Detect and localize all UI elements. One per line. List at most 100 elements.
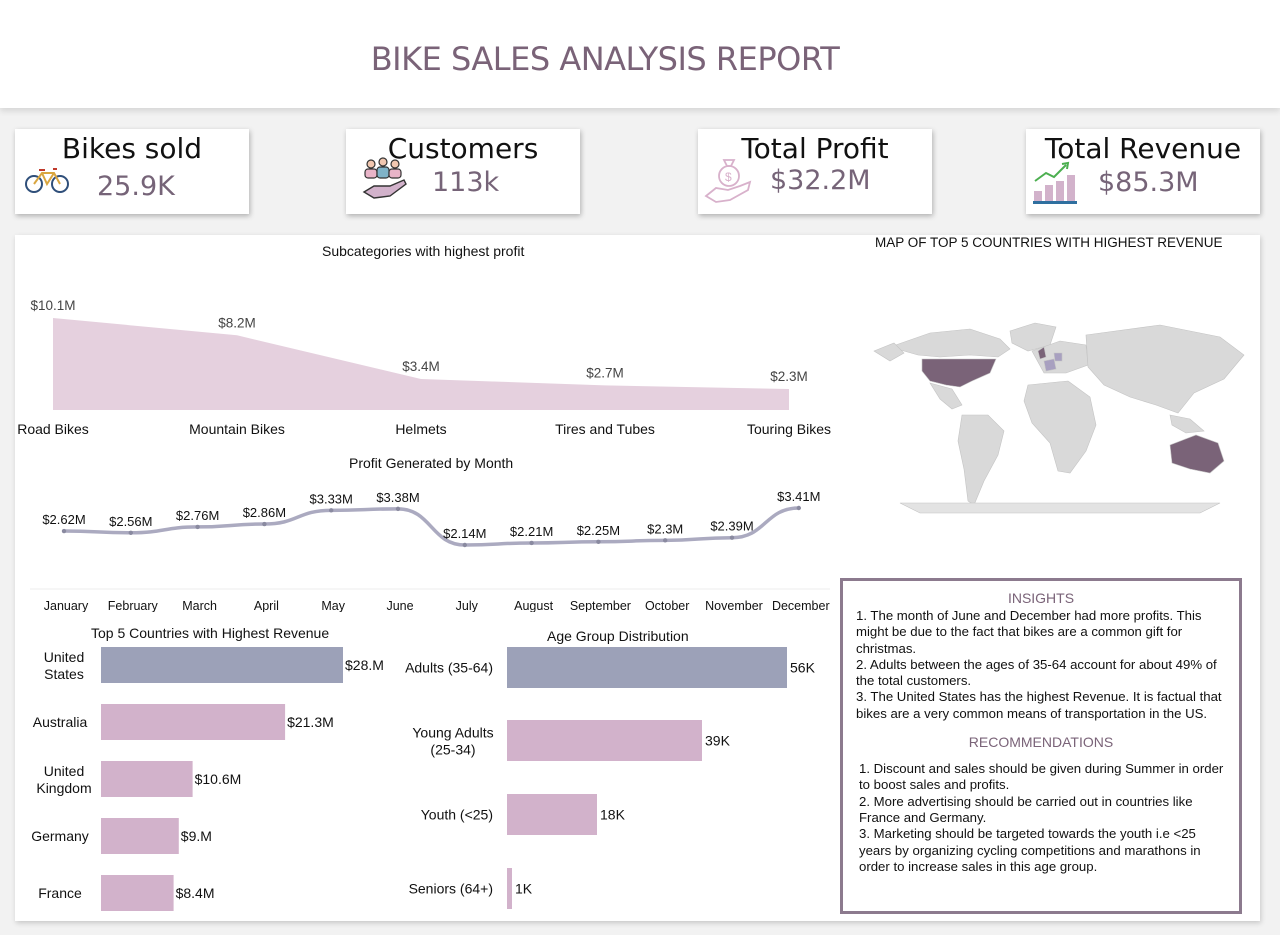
month-label: November xyxy=(705,599,763,612)
svg-text:$: $ xyxy=(725,170,732,184)
line-point[interactable] xyxy=(329,508,334,513)
kpi-value: 25.9K xyxy=(97,171,175,202)
kpi-label: Bikes sold xyxy=(61,132,203,165)
country-bar[interactable] xyxy=(101,818,179,854)
report-title: BIKE SALES ANALYSIS REPORT xyxy=(370,40,840,78)
recommendations-heading: RECOMMENDATIONS xyxy=(968,734,1114,751)
growth-coins-icon xyxy=(1033,161,1077,204)
kpi-value: $85.3M xyxy=(1098,167,1199,198)
line-point[interactable] xyxy=(462,542,467,548)
map-africa xyxy=(1023,380,1097,474)
category-label: Young Adults (25-34) xyxy=(412,725,493,758)
data-label: 1K xyxy=(515,881,533,897)
category-label: Tires and Tubes xyxy=(555,421,655,437)
age-bar[interactable] xyxy=(507,868,512,909)
age-bar[interactable] xyxy=(507,720,702,761)
age-bar[interactable] xyxy=(507,647,787,688)
kpi-card-total-revenue: Total Revenue $85.3M xyxy=(1026,129,1260,214)
data-label: $2.56M xyxy=(109,514,152,529)
line-point[interactable] xyxy=(128,530,133,535)
line-point[interactable] xyxy=(395,506,401,512)
data-label: $2.62M xyxy=(42,512,85,527)
category-label: Mountain Bikes xyxy=(189,421,285,437)
map-asia xyxy=(1085,324,1245,414)
report-header: BIKE SALES ANALYSIS REPORT xyxy=(0,0,1280,108)
kpi-value: 113k xyxy=(432,167,500,198)
kpi-card-total-profit: Total Profit $ $32.2M xyxy=(698,129,932,214)
category-label: Germany xyxy=(31,828,89,844)
bicycle-icon xyxy=(25,168,69,193)
map-canada xyxy=(889,328,1011,358)
line-point[interactable] xyxy=(729,535,735,540)
map-antarctica xyxy=(899,502,1221,514)
age-bar[interactable] xyxy=(507,794,597,835)
data-label: $8.4M xyxy=(176,885,215,901)
kpi-card-customers: Customers 113k xyxy=(346,129,580,214)
map-germany[interactable] xyxy=(1053,352,1063,362)
line-point[interactable] xyxy=(529,540,534,546)
map-australia[interactable] xyxy=(1169,434,1225,474)
country-bar[interactable] xyxy=(101,647,343,683)
data-label: $2.25M xyxy=(577,523,620,538)
line-point[interactable] xyxy=(195,524,200,530)
area-series[interactable] xyxy=(53,318,789,410)
kpi-label: Customers xyxy=(387,132,539,165)
monthly-profit-chart: $2.62M January $2.56M February $2.76M March $2… xyxy=(30,490,830,612)
data-label: $3.33M xyxy=(310,491,353,506)
month-label: May xyxy=(321,599,345,612)
data-label: $21.3M xyxy=(287,714,334,730)
month-label: June xyxy=(386,599,413,612)
age-group-chart: 56K Adults (35-64) 39K Young Adults (25-34) 1… xyxy=(405,647,816,909)
month-label: July xyxy=(456,599,479,612)
category-label: Adults (35-64) xyxy=(405,660,493,676)
map-united-states[interactable] xyxy=(921,358,997,388)
customers-hand-icon xyxy=(362,157,407,199)
insights-text: 1. The month of June and December had mo… xyxy=(856,608,1222,721)
data-label: $2.3M xyxy=(647,521,683,536)
data-label: 18K xyxy=(600,807,626,823)
month-label: September xyxy=(570,599,631,612)
kpi-card-bikes-sold: Bikes sold 25.9K xyxy=(15,129,249,214)
line-point[interactable] xyxy=(796,505,801,511)
data-label: $9.M xyxy=(181,828,212,844)
map-mexico xyxy=(929,382,963,410)
month-label: April xyxy=(254,599,279,612)
month-label: October xyxy=(645,599,689,612)
recommendations-text: 1. Discount and sales should be given du… xyxy=(859,761,1224,874)
category-label: Youth (<25) xyxy=(421,807,493,823)
insights-box: INSIGHTS 1. The month of June and Decemb… xyxy=(840,578,1242,914)
subcategory-profit-chart: $10.1M Road Bikes $8.2M Mountain Bikes $3.4M… xyxy=(17,298,831,437)
country-bar[interactable] xyxy=(101,704,286,740)
line-point[interactable] xyxy=(596,539,601,544)
data-label: $2.86M xyxy=(243,505,286,520)
world-map[interactable] xyxy=(860,255,1258,575)
data-label: $28.M xyxy=(345,657,384,673)
kpi-label: Total Revenue xyxy=(1044,132,1242,165)
map-united-kingdom[interactable] xyxy=(1037,346,1047,360)
line-series[interactable] xyxy=(63,506,799,547)
kpi-value: $32.2M xyxy=(770,165,871,196)
chart-title-subcategories: Subcategories with highest profit xyxy=(322,243,525,259)
map-title: MAP OF TOP 5 COUNTRIES WITH HIGHEST REVE… xyxy=(875,235,1223,250)
data-label: $10.6M xyxy=(195,771,242,787)
map-france[interactable] xyxy=(1043,358,1057,372)
country-bar[interactable] xyxy=(101,875,174,911)
data-label: $2.39M xyxy=(710,519,753,534)
line-point[interactable] xyxy=(61,528,67,534)
map-alaska xyxy=(873,342,905,362)
category-label: France xyxy=(38,885,82,901)
category-label: Helmets xyxy=(395,421,446,437)
line-point[interactable] xyxy=(663,538,668,543)
country-bar[interactable] xyxy=(101,761,193,797)
data-label: 39K xyxy=(705,733,731,749)
data-label: $2.3M xyxy=(770,369,808,384)
line-point[interactable] xyxy=(262,521,267,527)
data-label: $3.41M xyxy=(777,490,820,504)
month-label: February xyxy=(108,599,159,612)
data-label: $2.21M xyxy=(510,524,553,539)
category-label: Road Bikes xyxy=(17,421,89,437)
data-label: $2.14M xyxy=(443,526,486,541)
kpi-label: Total Profit xyxy=(741,132,889,165)
chart-title-monthly-profit: Profit Generated by Month xyxy=(349,455,514,471)
money-bag-hand-icon: $ xyxy=(704,159,752,203)
